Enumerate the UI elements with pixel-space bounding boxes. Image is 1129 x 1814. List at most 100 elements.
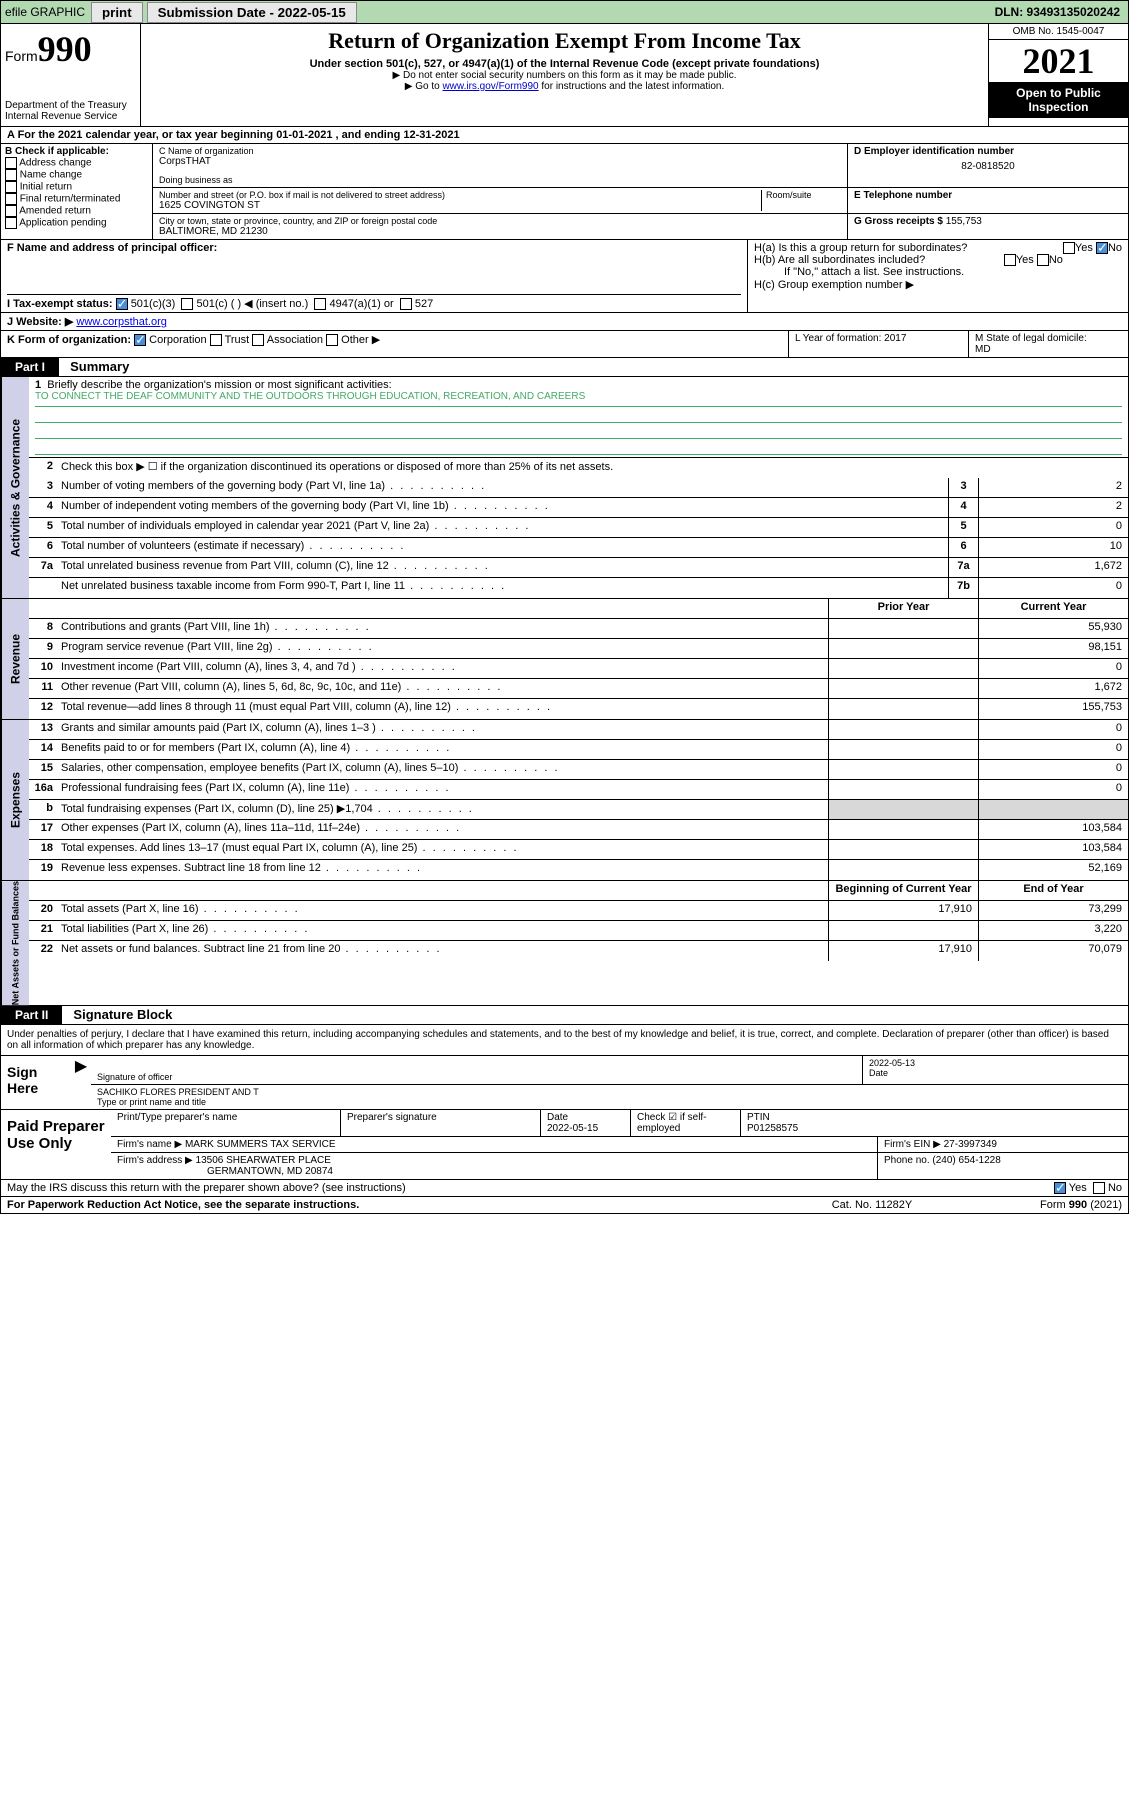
chk-initial-return[interactable]: Initial return xyxy=(5,181,148,193)
row-klm: K Form of organization: Corporation Trus… xyxy=(0,331,1129,358)
row-j-website: J Website: ▶ www.corpsthat.org xyxy=(0,313,1129,331)
section-expenses: Expenses 13Grants and similar amounts pa… xyxy=(0,720,1129,881)
sig-declaration: Under penalties of perjury, I declare th… xyxy=(1,1025,1128,1055)
sig-name: SACHIKO FLORES PRESIDENT AND T Type or p… xyxy=(91,1085,1128,1109)
header-right: OMB No. 1545-0047 2021 Open to Public In… xyxy=(988,24,1128,126)
box-b: B Check if applicable: Address change Na… xyxy=(1,144,153,239)
box-g-receipts: G Gross receipts $ 155,753 xyxy=(848,214,1128,239)
line-5: 5Total number of individuals employed in… xyxy=(29,518,1128,538)
box-e-phone: E Telephone number xyxy=(848,188,1128,214)
na-header-row: Beginning of Current Year End of Year xyxy=(29,881,1128,901)
sign-arrow-icon: ▶ xyxy=(71,1056,91,1109)
tax-year: 2021 xyxy=(989,40,1128,82)
prep-date: Date2022-05-15 xyxy=(541,1110,631,1136)
ha-no[interactable] xyxy=(1096,242,1108,254)
chk-4947[interactable] xyxy=(314,298,326,310)
submission-date-button[interactable]: Submission Date - 2022-05-15 xyxy=(147,2,357,23)
section-netassets: Net Assets or Fund Balances Beginning of… xyxy=(0,881,1129,1006)
top-bar: efile GRAPHIC print Submission Date - 20… xyxy=(0,0,1129,24)
line-8: 8Contributions and grants (Part VIII, li… xyxy=(29,619,1128,639)
chk-corp[interactable] xyxy=(134,334,146,346)
footer-cat: Cat. No. 11282Y xyxy=(772,1199,972,1211)
prep-addr: Firm's address ▶ 13506 SHEARWATER PLACE … xyxy=(111,1153,878,1179)
line-18: 18Total expenses. Add lines 13–17 (must … xyxy=(29,840,1128,860)
section-revenue: Revenue Prior Year Current Year 8Contrib… xyxy=(0,599,1129,720)
footer-form: Form 990 (2021) xyxy=(972,1199,1122,1211)
efile-label: efile GRAPHIC xyxy=(1,5,89,19)
form-header: Form990 Department of the Treasury Inter… xyxy=(0,24,1129,127)
prep-sig-hdr: Preparer's signature xyxy=(341,1110,541,1136)
part-i-header: Part I Summary xyxy=(0,358,1129,377)
box-c-name: C Name of organization CorpsTHAT Doing b… xyxy=(153,144,848,188)
row-a-period: A For the 2021 calendar year, or tax yea… xyxy=(0,127,1129,144)
line-1: 1 Briefly describe the organization's mi… xyxy=(29,377,1128,458)
line-21: 21Total liabilities (Part X, line 26)3,2… xyxy=(29,921,1128,941)
part-ii-header: Part II Signature Block xyxy=(0,1006,1129,1025)
line-2: 2 Check this box ▶ ☐ if the organization… xyxy=(29,458,1128,478)
chk-527[interactable] xyxy=(400,298,412,310)
line-b: bTotal fundraising expenses (Part IX, co… xyxy=(29,800,1128,820)
box-cdefg: C Name of organization CorpsTHAT Doing b… xyxy=(153,144,1128,239)
vtab-expenses: Expenses xyxy=(1,720,29,880)
website-link[interactable]: www.corpsthat.org xyxy=(76,316,166,328)
chk-final-return[interactable]: Final return/terminated xyxy=(5,193,148,205)
prep-selfemp: Check ☑ if self-employed xyxy=(631,1110,741,1136)
rev-header-row: Prior Year Current Year xyxy=(29,599,1128,619)
chk-other[interactable] xyxy=(326,334,338,346)
line-12: 12Total revenue—add lines 8 through 11 (… xyxy=(29,699,1128,719)
sig-date: 2022-05-13 Date xyxy=(863,1056,1128,1084)
line-9: 9Program service revenue (Part VIII, lin… xyxy=(29,639,1128,659)
section-fhi: F Name and address of principal officer:… xyxy=(0,240,1129,313)
section-activities: Activities & Governance 1 Briefly descri… xyxy=(0,377,1129,599)
subtitle-1: Under section 501(c), 527, or 4947(a)(1)… xyxy=(149,58,980,70)
chk-assoc[interactable] xyxy=(252,334,264,346)
line-3: 3Number of voting members of the governi… xyxy=(29,478,1128,498)
hb-no[interactable] xyxy=(1037,254,1049,266)
chk-trust[interactable] xyxy=(210,334,222,346)
chk-address-change[interactable]: Address change xyxy=(5,157,148,169)
chk-amended[interactable]: Amended return xyxy=(5,205,148,217)
prep-phone: Phone no. (240) 654-1228 xyxy=(878,1153,1128,1179)
irs-link[interactable]: www.irs.gov/Form990 xyxy=(442,81,538,92)
may-no[interactable] xyxy=(1093,1182,1105,1194)
may-yes[interactable] xyxy=(1054,1182,1066,1194)
vtab-revenue: Revenue xyxy=(1,599,29,719)
line-15: 15Salaries, other compensation, employee… xyxy=(29,760,1128,780)
line-14: 14Benefits paid to or for members (Part … xyxy=(29,740,1128,760)
sig-officer: Signature of officer xyxy=(91,1056,863,1084)
line-13: 13Grants and similar amounts paid (Part … xyxy=(29,720,1128,740)
chk-app-pending[interactable]: Application pending xyxy=(5,217,148,229)
line-19: 19Revenue less expenses. Subtract line 1… xyxy=(29,860,1128,880)
prep-name-hdr: Print/Type preparer's name xyxy=(111,1110,341,1136)
print-button[interactable]: print xyxy=(91,2,143,23)
prep-ein: Firm's EIN ▶ 27-3997349 xyxy=(878,1137,1128,1152)
header-mid: Return of Organization Exempt From Incom… xyxy=(141,24,988,126)
prep-label: Paid Preparer Use Only xyxy=(1,1110,111,1179)
sign-here-label: Sign Here xyxy=(1,1056,71,1109)
ha-yes[interactable] xyxy=(1063,242,1075,254)
chk-name-change[interactable]: Name change xyxy=(5,169,148,181)
box-f: F Name and address of principal officer:… xyxy=(1,240,748,312)
line-7a: 7aTotal unrelated business revenue from … xyxy=(29,558,1128,578)
line-6: 6Total number of volunteers (estimate if… xyxy=(29,538,1128,558)
dept-label: Department of the Treasury xyxy=(5,100,136,111)
dln-label: DLN: 93493135020242 xyxy=(995,5,1128,19)
line-22: 22Net assets or fund balances. Subtract … xyxy=(29,941,1128,961)
line-11: 11Other revenue (Part VIII, column (A), … xyxy=(29,679,1128,699)
hb-yes[interactable] xyxy=(1004,254,1016,266)
box-k: K Form of organization: Corporation Trus… xyxy=(1,331,788,357)
line-16a: 16aProfessional fundraising fees (Part I… xyxy=(29,780,1128,800)
prep-ptin: PTINP01258575 xyxy=(741,1110,1128,1136)
line-10: 10Investment income (Part VIII, column (… xyxy=(29,659,1128,679)
form-number: 990 xyxy=(38,29,92,69)
page-footer: For Paperwork Reduction Act Notice, see … xyxy=(0,1197,1129,1214)
may-irs-discuss: May the IRS discuss this return with the… xyxy=(1,1179,1128,1196)
form-prefix: Form xyxy=(5,48,38,64)
chk-501c3[interactable] xyxy=(116,298,128,310)
chk-501c[interactable] xyxy=(181,298,193,310)
omb-number: OMB No. 1545-0047 xyxy=(989,24,1128,40)
subtitle-2: ▶ Do not enter social security numbers o… xyxy=(149,70,980,81)
box-c-city: City or town, state or province, country… xyxy=(153,214,848,239)
line-17: 17Other expenses (Part IX, column (A), l… xyxy=(29,820,1128,840)
section-identity: B Check if applicable: Address change Na… xyxy=(0,144,1129,240)
